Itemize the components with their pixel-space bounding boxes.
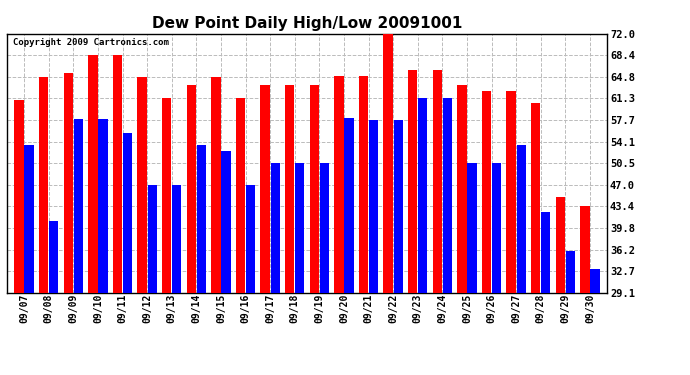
Bar	[393, 120, 403, 375]
Text: Copyright 2009 Cartronics.com: Copyright 2009 Cartronics.com	[13, 38, 169, 46]
Bar	[246, 184, 255, 375]
Bar	[236, 98, 245, 375]
Bar	[270, 164, 280, 375]
Bar	[580, 206, 590, 375]
Bar	[566, 251, 575, 375]
Bar	[457, 85, 466, 375]
Bar	[63, 73, 73, 375]
Bar	[14, 100, 23, 375]
Bar	[39, 77, 48, 375]
Bar	[221, 152, 230, 375]
Bar	[334, 76, 344, 375]
Bar	[369, 120, 378, 375]
Bar	[162, 98, 171, 375]
Bar	[211, 77, 221, 375]
Bar	[74, 119, 83, 375]
Bar	[186, 85, 196, 375]
Bar	[295, 164, 304, 375]
Bar	[433, 70, 442, 375]
Bar	[260, 85, 270, 375]
Bar	[148, 184, 157, 375]
Bar	[88, 56, 97, 375]
Bar	[443, 98, 452, 375]
Bar	[319, 164, 329, 375]
Bar	[482, 91, 491, 375]
Bar	[137, 77, 147, 375]
Bar	[285, 85, 295, 375]
Bar	[49, 221, 59, 375]
Bar	[123, 133, 132, 375]
Bar	[24, 146, 34, 375]
Bar	[310, 85, 319, 375]
Bar	[418, 98, 428, 375]
Bar	[517, 146, 526, 375]
Bar	[531, 103, 540, 375]
Bar	[344, 118, 354, 375]
Bar	[384, 34, 393, 375]
Bar	[467, 164, 477, 375]
Title: Dew Point Daily High/Low 20091001: Dew Point Daily High/Low 20091001	[152, 16, 462, 31]
Bar	[541, 211, 551, 375]
Bar	[492, 164, 502, 375]
Bar	[408, 70, 417, 375]
Bar	[591, 269, 600, 375]
Bar	[112, 56, 122, 375]
Bar	[172, 184, 181, 375]
Bar	[555, 196, 565, 375]
Bar	[98, 119, 108, 375]
Bar	[197, 146, 206, 375]
Bar	[506, 91, 516, 375]
Bar	[359, 76, 368, 375]
